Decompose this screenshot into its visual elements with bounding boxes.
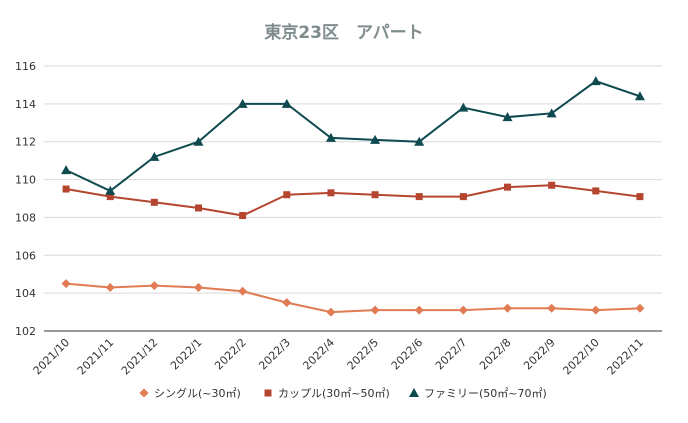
data-point bbox=[238, 286, 248, 296]
x-tick-label: 2022/6 bbox=[389, 336, 426, 373]
data-point bbox=[371, 191, 379, 199]
data-point bbox=[105, 185, 116, 195]
y-tick-label: 110 bbox=[15, 174, 36, 187]
x-tick-label: 2022/11 bbox=[605, 336, 647, 378]
x-tick-label: 2022/7 bbox=[433, 336, 470, 373]
legend-item: ファミリー(50㎡~70㎡) bbox=[409, 387, 547, 400]
data-point bbox=[61, 165, 72, 175]
data-point bbox=[459, 193, 467, 201]
series-2 bbox=[62, 181, 644, 220]
x-axis: 2021/10 2021/11 2021/12 2022/1 2022/2 2022/3 2… bbox=[31, 336, 646, 378]
x-tick-label: 2021/11 bbox=[75, 336, 117, 378]
data-point bbox=[281, 98, 292, 108]
data-point bbox=[149, 151, 160, 161]
data-point bbox=[282, 298, 292, 308]
data-point bbox=[106, 193, 114, 201]
data-point bbox=[237, 98, 248, 108]
data-point bbox=[502, 112, 513, 122]
data-point bbox=[150, 198, 158, 206]
data-point bbox=[105, 282, 115, 292]
data-point bbox=[325, 132, 336, 142]
x-tick-label: 2022/5 bbox=[345, 336, 382, 373]
x-tick-label: 2022/3 bbox=[256, 336, 293, 373]
x-tick-label: 2022/9 bbox=[521, 336, 558, 373]
y-tick-label: 116 bbox=[15, 60, 36, 73]
legend-marker bbox=[139, 388, 149, 398]
data-point bbox=[327, 189, 335, 197]
chart-title: 東京23区 アパート bbox=[264, 22, 423, 43]
legend-label: カップル(30㎡~50㎡) bbox=[278, 387, 390, 400]
data-point bbox=[458, 305, 468, 315]
x-tick-label: 2021/10 bbox=[31, 336, 73, 378]
y-tick-label: 114 bbox=[15, 98, 36, 111]
grid bbox=[44, 65, 662, 332]
series-line bbox=[65, 282, 640, 314]
legend-marker bbox=[264, 389, 272, 397]
data-point bbox=[239, 212, 247, 220]
data-point bbox=[636, 193, 644, 201]
data-point bbox=[370, 305, 380, 315]
legend: シングル(~30㎡) カップル(30㎡~50㎡) ファミリー(50㎡~70㎡) bbox=[139, 386, 547, 400]
data-point bbox=[414, 136, 425, 146]
data-point bbox=[326, 307, 336, 317]
data-point bbox=[592, 187, 600, 195]
y-tick-label: 108 bbox=[15, 211, 36, 224]
data-point bbox=[195, 204, 202, 212]
legend-item: カップル(30㎡~50㎡) bbox=[264, 387, 390, 400]
data-point bbox=[414, 305, 424, 315]
data-point bbox=[458, 102, 469, 112]
data-point bbox=[61, 279, 71, 289]
data-point bbox=[548, 181, 556, 189]
data-point bbox=[503, 303, 512, 313]
data-point bbox=[591, 305, 601, 315]
legend-marker bbox=[409, 388, 419, 397]
data-point bbox=[504, 183, 511, 191]
series-3 bbox=[61, 76, 645, 195]
series-line bbox=[65, 80, 641, 193]
data-point bbox=[635, 303, 645, 313]
data-point bbox=[149, 281, 159, 291]
data-point bbox=[634, 91, 645, 101]
data-point bbox=[370, 134, 381, 144]
plot-area bbox=[61, 76, 645, 317]
x-tick-label: 2021/12 bbox=[119, 336, 161, 378]
data-point bbox=[546, 108, 557, 118]
data-point bbox=[193, 136, 204, 146]
y-tick-label: 102 bbox=[15, 325, 36, 338]
y-axis: 102 104 106 108 110 112 114 116 bbox=[15, 60, 36, 338]
y-tick-label: 104 bbox=[15, 287, 36, 300]
data-point bbox=[283, 191, 291, 199]
data-point bbox=[62, 185, 70, 193]
data-point bbox=[194, 282, 203, 292]
data-point bbox=[590, 76, 601, 86]
x-tick-label: 2022/1 bbox=[168, 336, 205, 373]
x-tick-label: 2022/8 bbox=[477, 336, 514, 373]
legend-label: ファミリー(50㎡~70㎡) bbox=[424, 387, 547, 400]
legend-item: シングル(~30㎡) bbox=[139, 386, 241, 400]
y-tick-label: 106 bbox=[15, 249, 36, 262]
y-tick-label: 112 bbox=[15, 136, 36, 149]
x-tick-label: 2022/4 bbox=[300, 336, 337, 373]
legend-label: シングル(~30㎡) bbox=[154, 386, 241, 400]
data-point bbox=[415, 193, 423, 201]
series-1 bbox=[61, 279, 645, 317]
series-line bbox=[65, 184, 641, 217]
data-point bbox=[547, 303, 557, 313]
x-tick-label: 2022/2 bbox=[212, 336, 249, 373]
x-tick-label: 2022/10 bbox=[560, 336, 602, 378]
